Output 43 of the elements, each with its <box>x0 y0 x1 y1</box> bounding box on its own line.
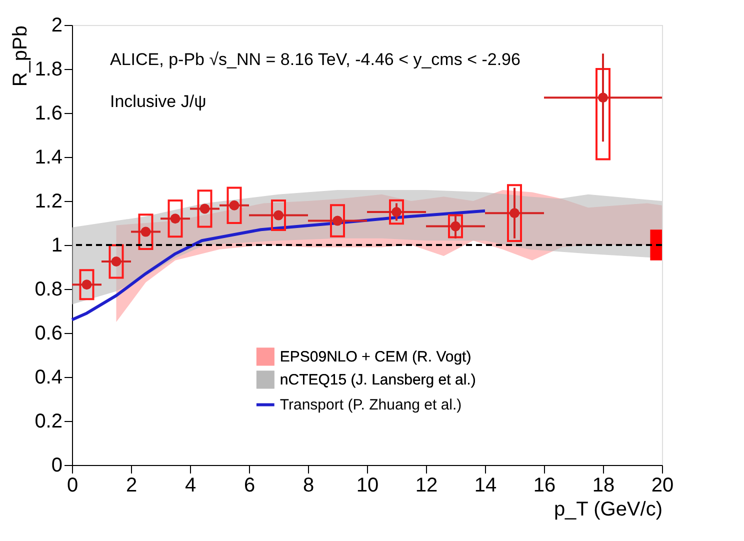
bar <box>389 199 404 225</box>
y-tick-label: 1.4 <box>34 146 62 168</box>
y-tick-label: 2 <box>51 14 62 36</box>
x-tick-label: 4 <box>184 474 196 496</box>
x-axis-title: p_T (GeV/c) <box>554 498 662 520</box>
annotation: Inclusive J/ψ <box>110 92 206 111</box>
bar <box>226 186 242 224</box>
bar <box>448 214 463 238</box>
bar <box>596 68 610 160</box>
x-tick-label: 2 <box>126 474 138 496</box>
x-tick-label: 0 <box>66 474 78 496</box>
x-tick-label: 18 <box>592 474 615 496</box>
legend-label: nCTEQ15 (J. Lansberg et al.) <box>280 372 476 389</box>
y-axis-title: R_pPb <box>10 26 32 87</box>
x-tick-label: 20 <box>651 474 674 496</box>
x-tick-label: 12 <box>415 474 438 496</box>
y-tick-label: 0 <box>51 454 62 476</box>
y-tick-label: 0.6 <box>34 322 62 344</box>
y-tick-label: 1 <box>51 234 62 256</box>
x-tick-label: 6 <box>244 474 256 496</box>
bar <box>168 200 183 238</box>
point <box>598 92 608 103</box>
bar <box>507 184 522 242</box>
bar <box>79 269 94 300</box>
x-tick-label: 10 <box>356 474 379 496</box>
bar <box>271 200 286 232</box>
y-tick-label: 0.8 <box>34 278 62 300</box>
y-tick-label: 0.4 <box>34 366 62 388</box>
y-tick-label: 1.2 <box>34 190 62 212</box>
point <box>510 208 520 218</box>
y-tick-label: 1.8 <box>34 58 62 80</box>
legend-label: Transport (P. Zhuang et al.) <box>280 396 462 414</box>
legend-label: EPS09NLO + CEM (R. Vogt) <box>280 348 472 366</box>
x-tick-label: 16 <box>533 474 556 496</box>
bar <box>197 190 212 228</box>
annotation: ALICE, p-Pb √s_NN = 8.16 TeV, -4.46 < y_cms < -2.96 <box>110 50 520 69</box>
x-tick-label: 8 <box>302 474 314 496</box>
bar <box>108 244 124 279</box>
y-tick-label: 0.2 <box>34 410 62 432</box>
bar <box>138 214 154 250</box>
x-tick-label: 14 <box>474 474 497 496</box>
y-tick-label: 1.6 <box>34 102 62 124</box>
bar <box>330 204 345 238</box>
